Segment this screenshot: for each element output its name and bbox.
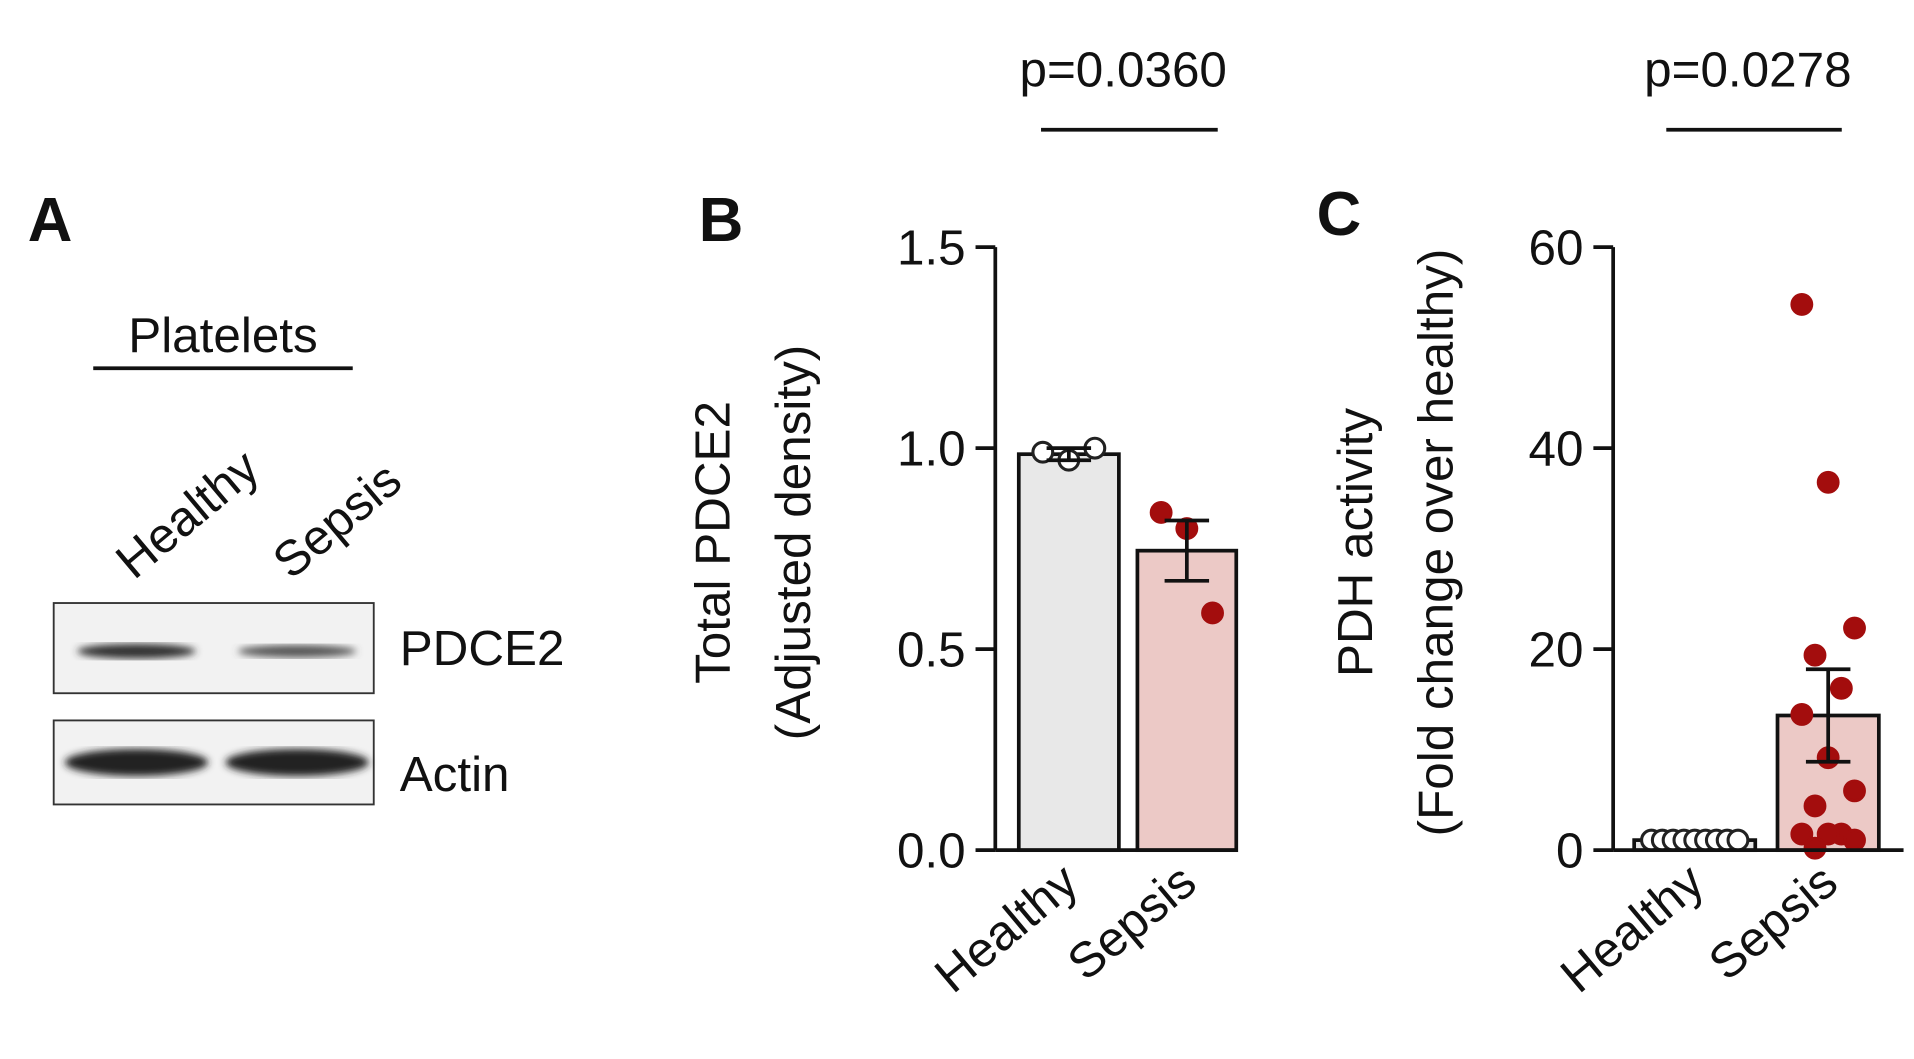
band	[237, 645, 357, 658]
row-label: PDCE2	[400, 621, 565, 676]
lane-label: Healthy	[106, 439, 270, 589]
y-tick-label: 0.0	[897, 823, 966, 878]
data-point	[1816, 822, 1840, 846]
data-point	[1829, 676, 1853, 700]
data-point	[1843, 616, 1866, 640]
y-tick-label: 20	[1529, 622, 1584, 677]
band	[225, 748, 369, 777]
annotation: p=0.0278	[1644, 42, 1851, 97]
lane-label: Sepsis	[263, 452, 412, 589]
y-tick-label: 40	[1529, 421, 1584, 476]
data-point	[1803, 836, 1827, 860]
blot-group: Platelets	[128, 308, 317, 363]
y-tick-label: 60	[1529, 220, 1584, 275]
band	[64, 748, 209, 777]
y-tick-label: 1.0	[897, 421, 966, 476]
band	[77, 643, 196, 659]
y-tick-label: 0	[1556, 823, 1583, 878]
y-tick-label: 0.5	[897, 622, 966, 677]
data-point	[1790, 822, 1814, 846]
data-point	[1816, 470, 1840, 494]
bar	[1016, 452, 1121, 853]
data-point	[1201, 601, 1224, 625]
data-point	[1149, 501, 1173, 524]
panel-label: C	[1317, 180, 1362, 249]
data-point	[1803, 794, 1827, 818]
data-point	[1790, 703, 1814, 726]
data-point	[1790, 292, 1814, 316]
blot-panel: A Platelets Healthy Sepsis PDCE2 Actin	[28, 186, 565, 806]
row-label: Actin	[400, 747, 510, 802]
panel-label: A	[28, 186, 73, 255]
bar	[1135, 548, 1239, 853]
y-axis-label: (Adjusted density)	[766, 345, 821, 740]
x-tick-label: Sepsis	[1057, 854, 1206, 991]
data-point	[1843, 779, 1866, 803]
y-tick-label: 1.5	[897, 220, 966, 275]
y-axis-label: PDH activity	[1328, 408, 1383, 677]
annotation: p=0.0360	[1019, 42, 1226, 97]
data-point	[1843, 828, 1866, 852]
y-axis-label: Total PDCE2	[686, 401, 741, 684]
panel-label: B	[699, 186, 744, 255]
data-point	[1803, 643, 1827, 667]
x-tick-label: Sepsis	[1699, 854, 1848, 991]
y-axis-label: (Fold change over healthy)	[1409, 249, 1464, 837]
data-point	[1726, 828, 1750, 852]
